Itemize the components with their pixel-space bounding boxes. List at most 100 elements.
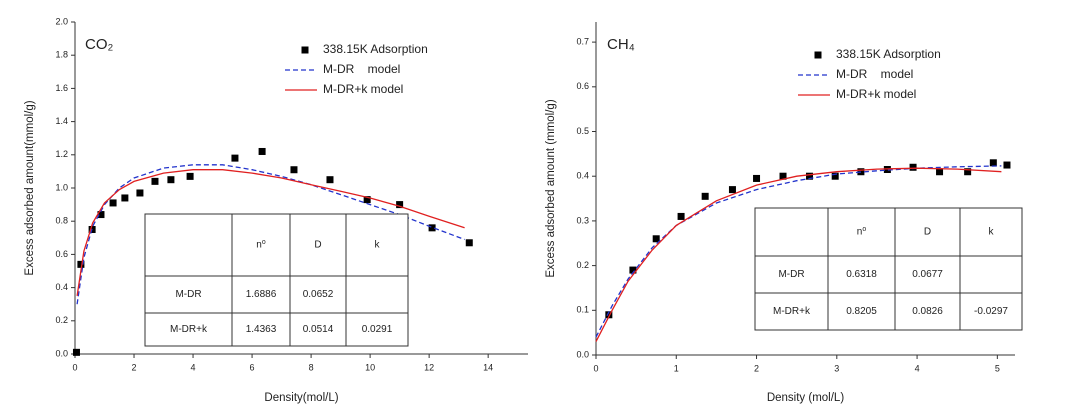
x-tick-label: 4	[191, 362, 196, 372]
x-tick-label: 3	[834, 363, 839, 373]
data-point	[326, 176, 334, 184]
table-cell: 0.0677	[912, 269, 943, 280]
y-tick-label: 0.8	[55, 216, 68, 226]
data-point	[652, 235, 660, 243]
y-tick-label: 1.2	[55, 149, 68, 159]
data-point	[806, 172, 814, 180]
y-tick-label: 0.6	[576, 81, 589, 91]
data-point	[909, 163, 917, 171]
legend-label: M-DR model	[836, 67, 913, 81]
y-tick-label: 0.4	[576, 171, 589, 181]
chart-title: CH₄	[607, 36, 635, 53]
data-point	[77, 260, 85, 268]
data-point	[396, 201, 404, 209]
data-point	[121, 194, 129, 202]
y-tick-label: 1.4	[55, 116, 68, 126]
data-point	[936, 168, 944, 176]
x-tick-label: 4	[915, 363, 920, 373]
y-tick-label: 1.0	[55, 182, 68, 192]
table-cell: 1.4363	[246, 324, 277, 335]
table-cell: k	[989, 227, 995, 238]
data-point	[753, 174, 761, 182]
data-point	[363, 196, 371, 204]
x-tick-label: 0	[72, 362, 77, 372]
data-point	[231, 154, 239, 162]
y-tick-label: 0.3	[576, 215, 589, 225]
table-cell: n⁰	[857, 227, 867, 238]
legend-label: M-DR+k model	[836, 87, 916, 101]
y-tick-label: 1.6	[55, 83, 68, 93]
y-tick-label: 0.1	[576, 305, 589, 315]
table-cell: 0.8205	[846, 306, 877, 317]
x-tick-label: 1	[674, 363, 679, 373]
data-point	[109, 199, 117, 207]
data-point	[465, 239, 473, 247]
y-tick-label: 2.0	[55, 16, 68, 26]
table-cell: M-DR+k	[170, 324, 208, 335]
legend-label: 338.15K Adsorption	[836, 47, 941, 61]
table-frame	[144, 213, 409, 347]
data-point	[258, 147, 266, 155]
data-point	[964, 168, 972, 176]
y-axis-title: Excess adsorbed amount (mmol/g)	[545, 99, 557, 277]
data-point	[605, 311, 613, 319]
curve	[76, 169, 465, 296]
table-cell: k	[375, 240, 381, 251]
data-point	[72, 348, 80, 356]
y-tick-label: 0.2	[576, 260, 589, 270]
legend-marker	[301, 46, 309, 54]
data-point	[677, 212, 685, 220]
table-cell: 0.6318	[846, 269, 877, 280]
legend-label: M-DR+k model	[323, 82, 403, 96]
curve	[76, 164, 465, 305]
x-tick-label: 2	[754, 363, 759, 373]
table-cell: 0.0514	[303, 324, 334, 335]
table-cell: M-DR	[175, 289, 201, 300]
x-tick-label: 6	[250, 362, 255, 372]
y-tick-label: 0.6	[55, 249, 68, 259]
data-point	[428, 224, 436, 232]
legend-marker	[814, 51, 822, 59]
data-point	[151, 177, 159, 185]
y-tick-label: 0.0	[576, 349, 589, 359]
table-cell: 0.0652	[303, 289, 334, 300]
table-cell: D	[314, 240, 321, 251]
data-point	[1003, 161, 1011, 169]
y-tick-label: 0.0	[55, 348, 68, 358]
curve	[595, 167, 1002, 342]
table-cell: 0.0291	[362, 324, 393, 335]
x-tick-label: 0	[593, 363, 598, 373]
table-cell: M-DR	[778, 269, 804, 280]
x-tick-label: 2	[132, 362, 137, 372]
data-point	[779, 172, 787, 180]
x-tick-label: 14	[483, 362, 493, 372]
table-cell: n⁰	[256, 240, 266, 251]
x-tick-label: 10	[365, 362, 375, 372]
table-cell: -0.0297	[974, 306, 1008, 317]
table-cell: 0.0826	[912, 306, 943, 317]
data-point	[701, 192, 709, 200]
data-point	[186, 172, 194, 180]
x-axis-title: Density(mol/L)	[264, 392, 338, 404]
legend-label: M-DR model	[323, 62, 400, 76]
x-axis-title: Density (mol/L)	[767, 392, 844, 404]
y-tick-label: 0.7	[576, 36, 589, 46]
table-cell: M-DR+k	[773, 306, 811, 317]
data-point	[989, 159, 997, 167]
x-tick-label: 5	[995, 363, 1000, 373]
table-cell: 1.6886	[246, 289, 277, 300]
legend-label: 338.15K Adsorption	[323, 42, 428, 56]
table-cell: D	[924, 227, 931, 238]
data-point	[629, 266, 637, 274]
data-point	[97, 211, 105, 219]
y-tick-label: 1.8	[55, 50, 68, 60]
data-point	[728, 186, 736, 194]
data-point	[167, 176, 175, 184]
y-tick-label: 0.2	[55, 315, 68, 325]
table-frame	[754, 207, 1023, 331]
curve	[595, 165, 1002, 338]
x-tick-label: 8	[309, 362, 314, 372]
x-tick-label: 12	[424, 362, 434, 372]
y-tick-label: 0.5	[576, 126, 589, 136]
